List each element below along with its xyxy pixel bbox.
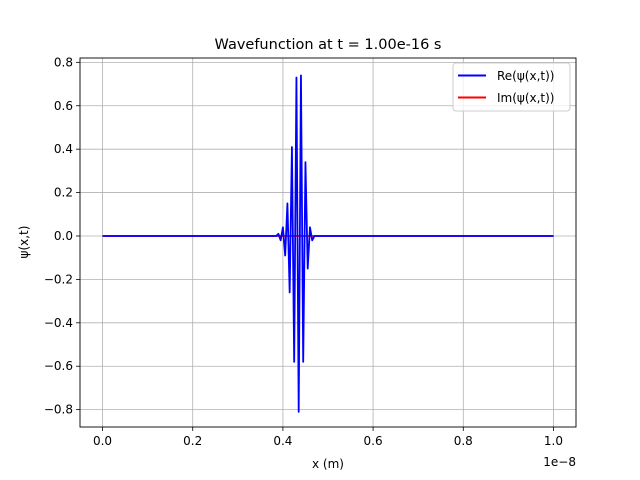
x-tick-label: 1.0 (544, 434, 563, 448)
y-axis-label: ψ(x,t) (17, 226, 31, 259)
x-axis-label: x (m) (312, 457, 344, 471)
y-tick-label: 0.8 (54, 55, 73, 69)
x-tick-label: 0.0 (93, 434, 112, 448)
chart-title: Wavefunction at t = 1.00e-16 s (215, 37, 442, 53)
y-tick-label: −0.2 (44, 272, 73, 286)
y-tick-label: −0.6 (44, 359, 73, 373)
y-tick-label: −0.4 (44, 316, 73, 330)
series-line-re (102, 74, 554, 413)
legend: Re(ψ(x,t)) Im(ψ(x,t)) (452, 62, 571, 112)
x-tick-label: 0.4 (273, 434, 292, 448)
y-tick-label: 0.2 (54, 186, 73, 200)
x-tick-label: 0.8 (454, 434, 473, 448)
y-tick-label: 0.6 (54, 99, 73, 113)
y-tick-label: −0.8 (44, 403, 73, 417)
series-lines (102, 74, 554, 413)
x-offset-label: 1e−8 (543, 455, 576, 469)
y-tick-label: 0.4 (54, 142, 73, 156)
x-tick-label: 0.6 (364, 434, 383, 448)
legend-label-im: Im(ψ(x,t)) (497, 91, 555, 105)
x-tick-label: 0.2 (183, 434, 202, 448)
axis-ticks: 0.0 0.2 0.4 0.6 0.8 1.0 −0.8 −0.6 −0.4 −0.2 0.0 0.2… (44, 55, 563, 448)
y-tick-label: 0.0 (54, 229, 73, 243)
plot-frame (79, 57, 577, 428)
legend-label-re: Re(ψ(x,t)) (497, 69, 554, 83)
